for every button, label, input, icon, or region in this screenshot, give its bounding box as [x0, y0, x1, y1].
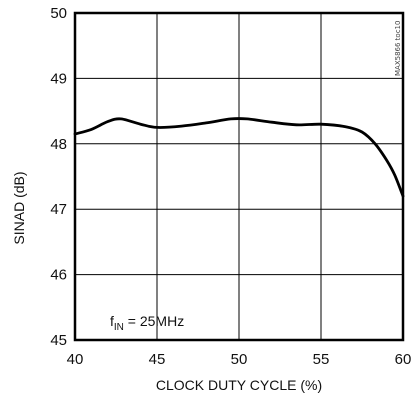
series-line: [73, 117, 405, 198]
x-tick-label: 40: [67, 351, 84, 368]
y-tick-label: 46: [50, 267, 67, 284]
plot-frame: [73, 11, 405, 342]
y-axis-label: SINAD (dB): [11, 171, 27, 244]
annotation-subscript: IN: [114, 322, 124, 333]
watermark-text: MAX5866 toc10: [394, 21, 402, 76]
annotation-suffix: = 25MHz: [124, 313, 184, 329]
x-tick-labels: 40 45 50 55 60: [67, 351, 411, 368]
y-tick-labels: 45 46 47 48 49 50: [50, 5, 67, 349]
y-tick-label: 45: [50, 332, 67, 349]
annotation-prefix: f: [110, 313, 114, 329]
y-tick-label: 50: [50, 5, 67, 22]
y-tick-label: 48: [50, 136, 67, 153]
frequency-annotation: fIN = 25MHz: [110, 313, 184, 333]
x-tick-label: 55: [313, 351, 330, 368]
x-tick-label: 50: [231, 351, 248, 368]
y-tick-label: 47: [50, 201, 67, 218]
x-axis-label: CLOCK DUTY CYCLE (%): [156, 377, 322, 393]
x-tick-label: 45: [149, 351, 166, 368]
grid-lines: [75, 13, 403, 340]
y-tick-label: 49: [50, 70, 67, 87]
x-tick-label: 60: [395, 351, 411, 368]
